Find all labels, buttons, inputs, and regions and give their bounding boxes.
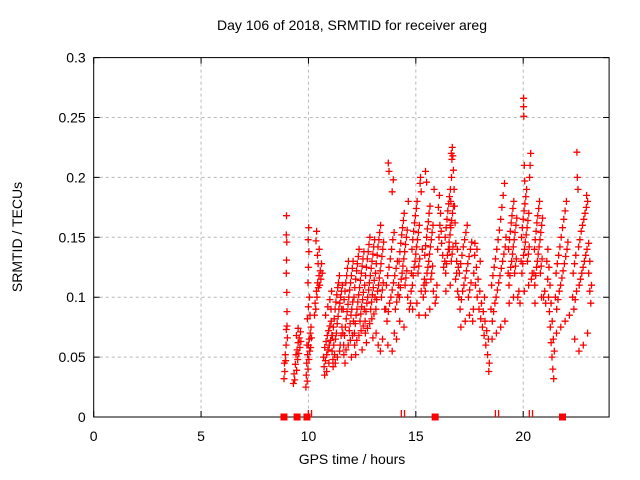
x-tick-label: 0	[90, 428, 98, 444]
y-tick-label: 0.15	[58, 229, 85, 245]
scatter-points	[280, 94, 595, 391]
zero-value-squares	[280, 413, 566, 421]
y-tick-label: 0.2	[66, 169, 86, 185]
x-tick-label: 20	[515, 428, 531, 444]
y-axis-label: SRMTID / TECUs	[9, 181, 25, 293]
y-tick-label: 0.1	[66, 289, 86, 305]
x-axis-label: GPS time / hours	[298, 451, 406, 467]
y-tick-label: 0.05	[58, 349, 85, 365]
zero-value-ticks	[307, 410, 534, 417]
y-tick-label: 0	[78, 409, 86, 425]
y-tick-label: 0.25	[58, 110, 85, 126]
x-tick-label: 5	[197, 428, 205, 444]
grid-lines	[93, 57, 610, 417]
y-tick-label: 0.3	[66, 50, 86, 66]
x-tick-label: 15	[408, 428, 424, 444]
chart-title: Day 106 of 2018, SRMTID for receiver are…	[216, 17, 487, 33]
x-tick-label: 10	[301, 428, 317, 444]
axis-ticks	[93, 57, 610, 418]
